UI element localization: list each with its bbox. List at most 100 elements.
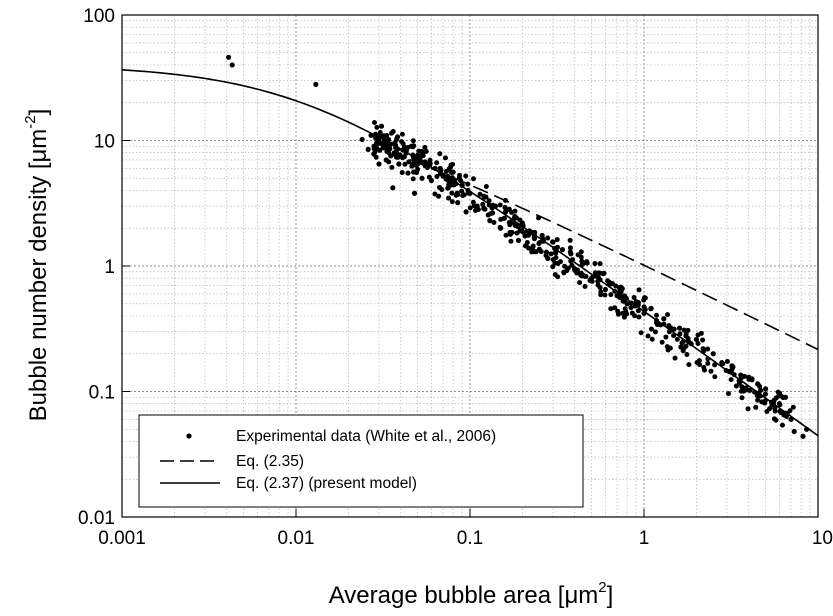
data-point [368, 132, 374, 138]
data-point [442, 155, 448, 161]
data-point [708, 368, 714, 374]
data-point [226, 54, 232, 60]
data-point [553, 250, 559, 256]
data-point [395, 146, 401, 152]
data-point [437, 151, 443, 157]
data-point [497, 224, 503, 230]
data-point [728, 377, 734, 383]
data-point [545, 235, 551, 241]
data-point [663, 334, 669, 340]
data-point [755, 397, 761, 403]
data-point [422, 144, 428, 150]
data-point [755, 381, 761, 387]
data-point [587, 277, 593, 283]
data-point [685, 327, 691, 333]
data-point [449, 199, 455, 205]
data-point [365, 146, 371, 152]
data-point [540, 238, 546, 244]
data-point [507, 222, 513, 228]
data-point [444, 175, 450, 181]
legend-label-eq235: Eq. (2.35) [236, 453, 304, 470]
data-point [676, 325, 683, 331]
data-point [622, 306, 628, 312]
data-point [376, 161, 382, 167]
data-point [229, 62, 235, 68]
data-point [460, 193, 466, 199]
data-point [642, 295, 647, 301]
data-point [559, 247, 566, 253]
data-point [405, 170, 411, 176]
data-point [788, 416, 794, 422]
data-point [463, 209, 469, 215]
legend-label-experimental: Experimental data (White et al., 2006) [236, 428, 496, 445]
data-point [373, 154, 379, 160]
data-point [679, 340, 685, 346]
data-point [432, 165, 438, 171]
data-point [537, 239, 543, 245]
data-point [710, 351, 716, 357]
data-point [791, 428, 797, 435]
data-point [597, 285, 603, 290]
data-point [686, 362, 692, 368]
data-point [678, 344, 684, 350]
data-point [414, 161, 420, 167]
data-point [554, 237, 560, 243]
data-point [465, 190, 471, 196]
data-point [377, 134, 383, 140]
data-point [561, 269, 567, 275]
data-point [448, 162, 454, 168]
data-point [512, 208, 518, 214]
data-point [648, 306, 654, 312]
data-point [557, 259, 563, 265]
data-point [636, 314, 642, 320]
data-point [595, 278, 601, 284]
data-point [745, 406, 751, 412]
data-point [390, 185, 396, 191]
data-point [525, 232, 531, 238]
legend-label-eq237: Eq. (2.37) (present model) [236, 475, 417, 492]
data-point [399, 131, 405, 137]
data-point [654, 320, 660, 326]
data-point [378, 123, 385, 129]
data-point [754, 393, 760, 399]
data-point [552, 245, 558, 251]
data-point [753, 404, 759, 410]
data-point [392, 140, 398, 146]
data-point [642, 307, 648, 313]
data-point [465, 181, 471, 187]
data-point [539, 232, 545, 239]
data-point [394, 154, 400, 160]
data-point [491, 219, 497, 225]
data-point [449, 170, 455, 176]
data-point [426, 174, 432, 180]
data-point [371, 120, 377, 126]
data-point [592, 273, 598, 279]
data-point [543, 252, 549, 258]
data-point [608, 292, 614, 298]
data-point [768, 399, 774, 405]
data-point [567, 249, 573, 255]
data-point [477, 191, 483, 197]
data-point [420, 149, 426, 155]
data-point [652, 329, 658, 335]
data-point [600, 271, 606, 277]
data-point [693, 336, 699, 343]
data-point [567, 237, 573, 243]
data-point [577, 280, 583, 286]
data-point [739, 384, 745, 390]
data-point [446, 166, 452, 172]
data-point [665, 312, 671, 318]
data-point [411, 190, 418, 196]
data-point [701, 367, 707, 373]
data-point [582, 283, 588, 289]
data-point [629, 310, 635, 316]
data-point [459, 182, 465, 188]
data-point [723, 367, 729, 373]
data-point [763, 386, 769, 392]
data-point [377, 147, 383, 153]
data-point [584, 260, 590, 266]
data-point [538, 249, 544, 255]
data-point [394, 136, 400, 142]
